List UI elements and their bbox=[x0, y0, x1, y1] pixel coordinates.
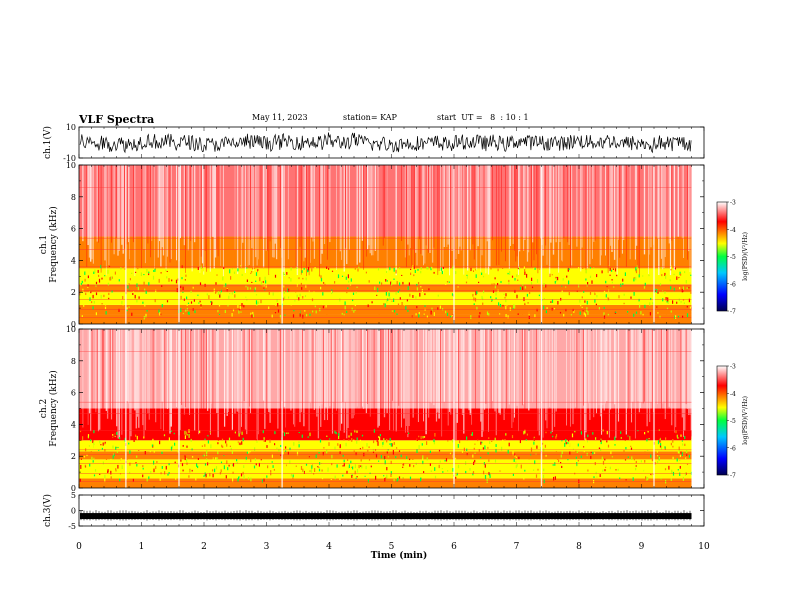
x-tick-label: 5 bbox=[389, 542, 395, 552]
colorbar-tick-label: -4 bbox=[730, 227, 736, 234]
y-tick-label: 6 bbox=[71, 225, 76, 234]
y-tick-label: 2 bbox=[71, 288, 76, 297]
date-label: May 11, 2023 bbox=[252, 113, 308, 122]
x-tick-label: 6 bbox=[451, 542, 457, 552]
y-axis-label: ch.2 Frequency (kHz) bbox=[39, 370, 59, 447]
x-tick-label: 4 bbox=[326, 542, 332, 552]
y-tick-label: 4 bbox=[71, 420, 76, 429]
colorbar-tick-label: -3 bbox=[730, 200, 736, 207]
x-tick-label: 8 bbox=[576, 542, 582, 552]
spectrogram-ch1 bbox=[79, 165, 704, 324]
y-axis-label-line: Frequency (kHz) bbox=[48, 370, 59, 447]
y-axis-label-line: Frequency (kHz) bbox=[48, 206, 59, 283]
spectral-band bbox=[79, 314, 692, 324]
x-tick-label: 0 bbox=[76, 542, 82, 552]
y-tick-label: 10 bbox=[66, 123, 76, 132]
x-tick-label: 7 bbox=[514, 542, 520, 552]
spectral-band bbox=[79, 329, 692, 409]
x-axis-title: Time (min) bbox=[371, 550, 428, 561]
waveform-ch1-trace bbox=[79, 132, 692, 154]
spectral-band bbox=[79, 284, 692, 293]
start-time-label: start UT = 8 : 10 : 1 bbox=[437, 113, 529, 122]
colorbar-label: log(PSD)(V²/Hz) bbox=[742, 232, 749, 281]
y-tick-label: 10 bbox=[66, 161, 76, 170]
y-tick-label: 10 bbox=[66, 325, 76, 334]
y-axis-label: ch.1(V) bbox=[42, 126, 53, 159]
waveform-ch3-trace bbox=[80, 513, 692, 520]
y-tick-label: 8 bbox=[71, 357, 76, 366]
colorbar-tick-label: -7 bbox=[730, 309, 736, 316]
waveform-ch1 bbox=[79, 132, 692, 154]
y-axis-label-line: ch.1(V) bbox=[42, 126, 53, 159]
colorbar-tick-label: -3 bbox=[730, 364, 736, 371]
colorbar-tick-label: -6 bbox=[730, 445, 736, 452]
spectral-band bbox=[79, 451, 692, 460]
spectrogram-ch2 bbox=[79, 329, 704, 488]
spectral-band bbox=[79, 440, 692, 452]
y-tick-label: -5 bbox=[68, 522, 76, 531]
colorbar bbox=[716, 201, 728, 312]
spectral-band bbox=[79, 478, 692, 488]
x-tick-label: 2 bbox=[201, 542, 207, 552]
y-axis-label-line: ch.3(V) bbox=[42, 494, 53, 527]
y-tick-label: 6 bbox=[71, 389, 76, 398]
station-label: station= KAP bbox=[343, 113, 397, 122]
colorbar-tick-label: -6 bbox=[730, 281, 736, 288]
y-axis-label-line: ch.1 bbox=[39, 235, 49, 254]
colorbar bbox=[716, 365, 728, 476]
y-tick-label: 0 bbox=[71, 484, 76, 493]
x-tick-label: 3 bbox=[264, 542, 270, 552]
x-tick-label: 1 bbox=[139, 542, 145, 552]
colorbar-tick-label: -7 bbox=[730, 473, 736, 480]
y-tick-label: 2 bbox=[71, 452, 76, 461]
y-tick-label: 4 bbox=[71, 256, 76, 265]
y-axis-label-line: ch.2 bbox=[39, 399, 49, 418]
colorbar-label-text: log(PSD)(V²/Hz) bbox=[742, 232, 749, 281]
panel-frame bbox=[78, 494, 705, 527]
y-tick-label: 8 bbox=[71, 193, 76, 202]
y-tick-label: 5 bbox=[71, 491, 76, 500]
y-axis-label: ch.3(V) bbox=[42, 494, 53, 527]
spectral-band bbox=[79, 292, 692, 305]
chart-title: VLF Spectra bbox=[79, 113, 155, 126]
spectral-band bbox=[79, 408, 692, 441]
colorbar-tick-label: -4 bbox=[730, 391, 736, 398]
x-tick-label: 9 bbox=[639, 542, 645, 552]
y-tick-label: -10 bbox=[63, 154, 76, 163]
y-tick-label: 0 bbox=[71, 320, 76, 329]
colorbar-label-text: log(PSD)(V²/Hz) bbox=[742, 396, 749, 445]
colorbar-tick-label: -5 bbox=[730, 254, 736, 261]
y-axis-label: ch.1 Frequency (kHz) bbox=[39, 206, 59, 283]
colorbar-tick-label: -5 bbox=[730, 418, 736, 425]
y-tick-label: 0 bbox=[71, 507, 76, 516]
colorbar-label: log(PSD)(V²/Hz) bbox=[742, 396, 749, 445]
spectral-band bbox=[79, 268, 692, 285]
x-tick-label: 10 bbox=[698, 542, 710, 552]
